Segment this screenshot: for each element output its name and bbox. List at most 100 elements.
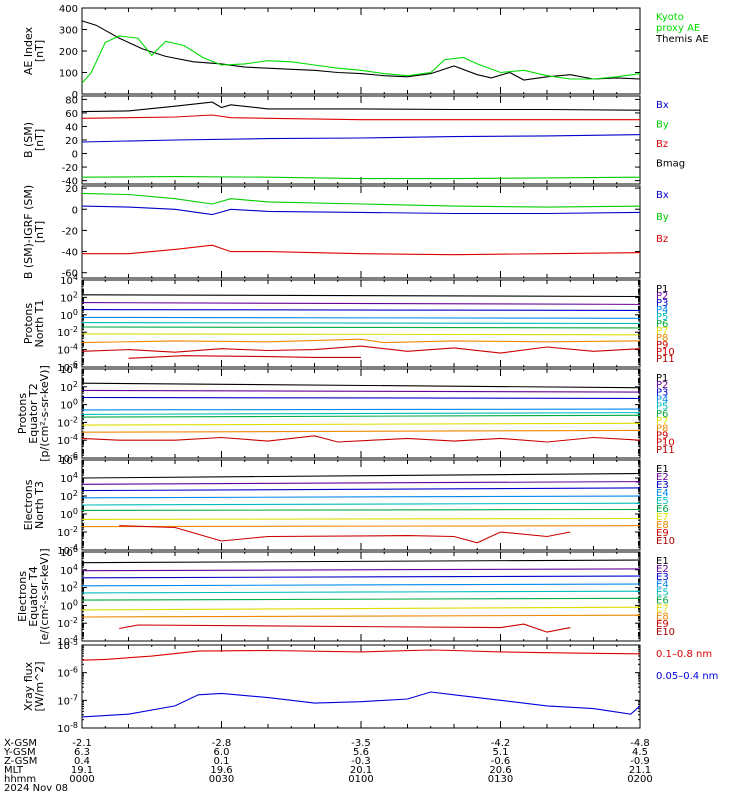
series-e6 xyxy=(81,508,641,511)
series-bx xyxy=(81,134,641,143)
series-p5 xyxy=(81,322,641,325)
y-tick-label: 100 xyxy=(60,598,78,612)
legend-label: proxy AE xyxy=(656,23,700,34)
series-e1 xyxy=(81,472,641,479)
y-tick-label: 100 xyxy=(60,398,78,412)
y-tick-label: -60 xyxy=(62,269,78,280)
series-bz xyxy=(81,114,640,121)
y-axis-label: ProtonsNorth T1 xyxy=(22,300,46,348)
footer-row-label: X-GSM xyxy=(4,738,37,749)
footer-value: 0130 xyxy=(488,774,513,785)
footer-value: 4.5 xyxy=(632,747,648,758)
y-tick-label: 100 xyxy=(60,507,78,521)
y-axis-label-line: [nT] xyxy=(33,40,46,62)
y-axis-label-line: B (SM)-IGRF (SM) xyxy=(22,185,35,279)
footer-value: 0000 xyxy=(69,774,94,785)
y-axis-label-line: [e/(cm²-s-sr-keV)] xyxy=(38,548,51,644)
footer-value: 0200 xyxy=(627,774,652,785)
y-tick-label: 10-8 xyxy=(57,721,78,735)
series-p7 xyxy=(81,422,641,426)
legend-label: P7 xyxy=(656,326,668,337)
y-axis-label: Xray flux[W/m^2] xyxy=(22,661,46,711)
legend-label: P2 xyxy=(656,291,668,302)
footer-value: 20.1 xyxy=(350,765,372,776)
y-axis-label-line: AE Index xyxy=(22,26,35,75)
y-tick-label: 104 xyxy=(60,471,78,485)
series-e6 xyxy=(81,597,641,601)
y-tick-label: 200 xyxy=(59,47,78,58)
footer-value: -0.9 xyxy=(630,756,650,767)
legend-label: E10 xyxy=(656,536,675,547)
legend-label: Kyoto xyxy=(656,12,684,23)
legend-label: P2 xyxy=(656,380,668,391)
legend-label: E5 xyxy=(656,496,669,507)
series-e1 xyxy=(81,559,641,564)
series-p6 xyxy=(81,414,641,418)
legend-label: By xyxy=(656,120,669,131)
legend-label: P11 xyxy=(656,445,675,456)
legend-label: P8 xyxy=(656,333,668,344)
y-axis-label-line: [nT] xyxy=(33,221,46,243)
y-tick-label: 100 xyxy=(60,308,78,322)
series-by xyxy=(81,192,641,208)
y-tick-label: 10-2 xyxy=(57,616,78,630)
series-e5 xyxy=(81,502,641,506)
footer-row-label: MLT xyxy=(4,765,24,776)
legend-label: By xyxy=(656,212,669,223)
y-tick-label: 102 xyxy=(60,380,78,394)
legend-label: 0.05–0.4 nm xyxy=(656,671,718,682)
footer-value: 20.6 xyxy=(489,765,511,776)
y-tick-label: 0 xyxy=(72,205,78,216)
y-axis-label: B (SM)-IGRF (SM)[nT] xyxy=(22,185,46,279)
series-p2 xyxy=(81,302,641,305)
series-e9 xyxy=(119,525,571,544)
series-e2 xyxy=(81,481,641,485)
axis-footer: X-GSM -2.1 -2.8 -3.5 -4.2 -4.8 Y-GSM 6.3 6.0 5.6 5… xyxy=(3,738,653,794)
legend-label: P7 xyxy=(656,416,668,427)
legend-label: Bz xyxy=(656,234,668,245)
footer-value: -0.3 xyxy=(351,756,371,767)
series-p3 xyxy=(81,309,641,311)
series-p2 xyxy=(81,389,641,393)
legend-label: P9 xyxy=(656,430,668,441)
footer-value: -3.5 xyxy=(351,738,371,749)
panel-frame xyxy=(81,7,641,95)
legend-label: E8 xyxy=(656,611,669,622)
legend-label: P6 xyxy=(656,409,668,420)
legend-label: E3 xyxy=(656,480,669,491)
y-axis-label: ElectronsEquator T4[e/(cm²-s-sr-keV)] xyxy=(16,548,51,644)
legend-label: P10 xyxy=(656,438,675,449)
footer-value: 19.6 xyxy=(210,765,232,776)
y-tick-label: 10-6 xyxy=(57,666,78,680)
legend-label: Bx xyxy=(656,190,669,201)
y-tick-label: 300 xyxy=(59,26,78,37)
legend-label: E9 xyxy=(656,619,669,630)
series-0-05-0-4-nm xyxy=(81,691,641,718)
series-p8 xyxy=(81,429,641,433)
series-p4 xyxy=(81,408,641,411)
y-tick-label: 102 xyxy=(60,489,78,503)
series-p10 xyxy=(128,355,361,359)
series-e5 xyxy=(81,590,641,594)
panel-frame xyxy=(81,551,641,642)
y-axis-label-line: North T1 xyxy=(33,300,46,348)
series-p5 xyxy=(81,412,641,415)
series-e3 xyxy=(81,575,641,579)
y-tick-label: 10-5 xyxy=(57,638,78,652)
y-tick-label: 10-2 xyxy=(57,415,78,429)
y-axis-label: B (SM)[nT] xyxy=(22,122,46,158)
y-tick-label: -20 xyxy=(62,163,78,174)
footer-value: 5.6 xyxy=(353,747,369,758)
y-tick-label: 104 xyxy=(60,273,78,287)
panel-bigrf: -60 -40 -20 0 20 B (SM)-IGRF (SM)[nT] Bx By Bz xyxy=(22,184,669,280)
y-tick-label: 10-4 xyxy=(57,343,78,357)
y-tick-label: -40 xyxy=(62,177,78,188)
series-p6 xyxy=(81,326,641,329)
y-axis-label: ProtonsEquator T2[p/(cm²-s-sr-keV)] xyxy=(16,365,51,462)
legend-label: P3 xyxy=(656,298,668,309)
y-tick-label: 10-2 xyxy=(57,325,78,339)
y-tick-label: 104 xyxy=(60,563,78,577)
footer-value: 21.1 xyxy=(629,765,651,776)
